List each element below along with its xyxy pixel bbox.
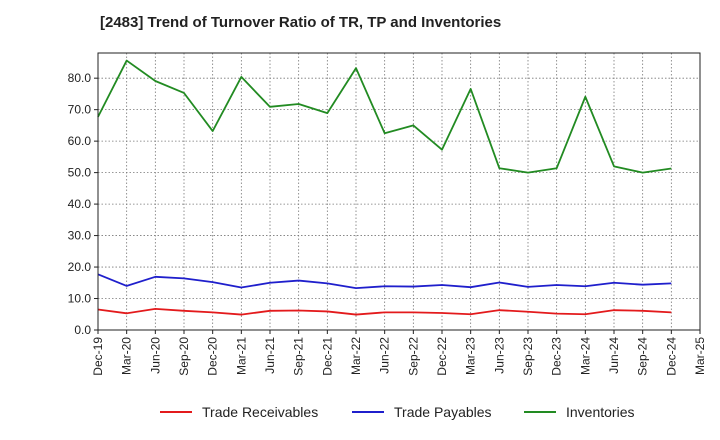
x-tick-label: Sep-20	[177, 337, 191, 376]
y-tick-label: 50.0	[68, 166, 92, 180]
x-axis: Dec-19 Mar-20 Jun-20 Sep-20 Dec-20 Mar-21 Jun-…	[91, 330, 707, 376]
x-tick-label: Mar-22	[349, 337, 363, 375]
x-tick-label: Sep-22	[406, 337, 420, 376]
y-tick-label: 60.0	[68, 134, 92, 148]
y-tick-label: 70.0	[68, 103, 92, 117]
x-tick-label: Jun-23	[492, 337, 506, 374]
x-tick-label: Jun-22	[378, 337, 392, 374]
x-tick-label: Mar-24	[578, 337, 592, 375]
y-tick-label: 0.0	[74, 323, 91, 337]
x-tick-label: Sep-23	[521, 337, 535, 376]
x-tick-label: Mar-23	[464, 337, 478, 375]
series-line-inventories	[97, 59, 672, 174]
y-tick-label: 40.0	[68, 197, 92, 211]
legend-label-trade-receivables: Trade Receivables	[202, 404, 319, 420]
grid	[98, 53, 700, 330]
x-tick-label: Jun-20	[148, 337, 162, 374]
y-tick-label: 80.0	[68, 71, 92, 85]
chart-title: [2483] Trend of Turnover Ratio of TR, TP…	[100, 14, 502, 31]
legend-label-trade-payables: Trade Payables	[394, 404, 492, 420]
x-tick-label: Dec-19	[91, 337, 105, 376]
x-tick-label: Sep-24	[636, 337, 650, 376]
legend-item-inventories: Inventories	[524, 404, 634, 420]
x-tick-label: Jun-24	[607, 337, 621, 374]
series-line-trade-receivables	[97, 308, 672, 316]
x-tick-label: Mar-21	[234, 337, 248, 375]
y-tick-label: 10.0	[68, 292, 92, 306]
legend-item-trade-payables: Trade Payables	[352, 404, 492, 420]
legend-swatch-trade-receivables	[160, 411, 192, 413]
y-axis: 0.0 10.0 20.0 30.0 40.0 50.0 60.0 70.0 80.0	[68, 71, 98, 337]
legend-item-trade-receivables: Trade Receivables	[160, 404, 318, 420]
legend: Trade Receivables Trade Payables Invento…	[0, 404, 720, 426]
x-tick-label: Dec-21	[320, 337, 334, 376]
x-tick-label: Dec-23	[550, 337, 564, 376]
x-tick-label: Dec-22	[435, 337, 449, 376]
y-tick-label: 30.0	[68, 229, 92, 243]
x-tick-label: Sep-21	[292, 337, 306, 376]
legend-label-inventories: Inventories	[566, 404, 635, 420]
x-tick-label: Mar-20	[120, 337, 134, 375]
legend-swatch-inventories	[524, 411, 556, 413]
x-tick-label: Dec-20	[206, 337, 220, 376]
plot-frame	[97, 52, 701, 331]
x-tick-label: Jun-21	[263, 337, 277, 374]
x-tick-label: Mar-25	[693, 337, 707, 375]
series-line-trade-payables	[97, 273, 672, 290]
x-tick-label: Dec-24	[664, 337, 678, 376]
legend-swatch-trade-payables	[352, 411, 384, 413]
y-tick-label: 20.0	[68, 260, 92, 274]
series-lines	[97, 59, 672, 316]
